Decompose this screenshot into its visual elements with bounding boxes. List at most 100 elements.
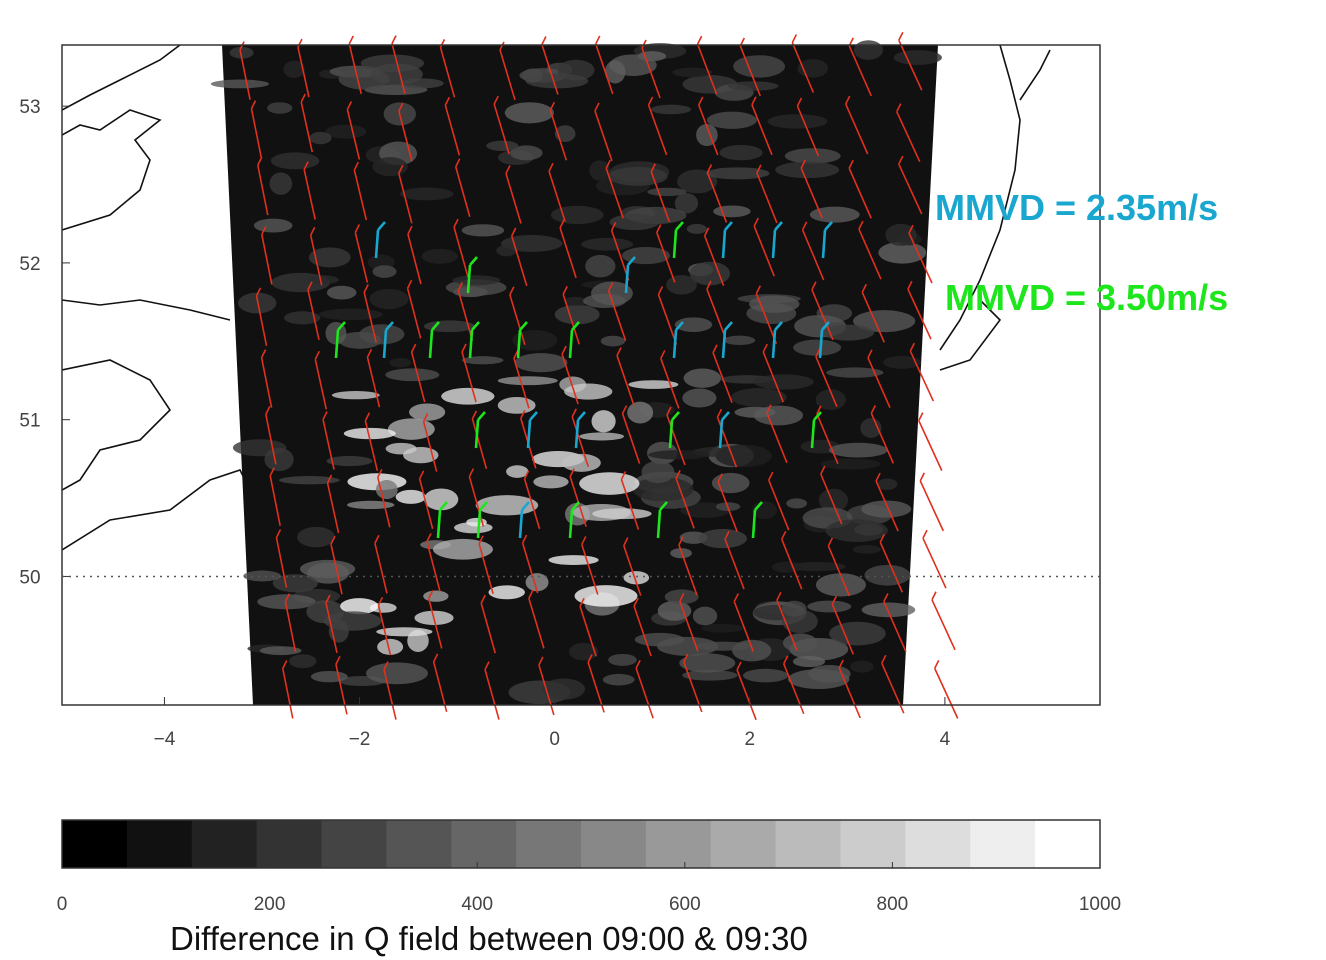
q-blotch — [600, 335, 626, 347]
q-blotch — [749, 295, 800, 313]
wind-barb — [907, 280, 932, 340]
q-blotch — [641, 460, 675, 484]
wind-barb — [314, 350, 328, 410]
wind-barb — [706, 164, 728, 223]
colorbar-frame — [61, 819, 1101, 869]
wind-barb — [410, 343, 426, 403]
q-blotch — [679, 653, 736, 673]
q-blotch — [683, 368, 722, 388]
q-blotch — [677, 169, 718, 194]
wind-barb — [398, 164, 413, 224]
wind-barb-assim — [672, 321, 684, 359]
wind-barb — [461, 343, 477, 403]
q-blotch — [753, 374, 814, 390]
wind-barb — [922, 529, 947, 589]
wind-barb — [678, 536, 698, 596]
q-blotch — [579, 432, 625, 441]
wind-barb-assim — [374, 221, 386, 259]
x-tick-label: 4 — [940, 729, 951, 750]
wind-barb — [427, 590, 443, 649]
q-blotch — [861, 500, 912, 518]
wind-barb-assim — [468, 321, 480, 359]
wind-barb — [510, 227, 528, 287]
wind-barb-assim — [516, 321, 528, 359]
q-blotch — [326, 285, 357, 300]
q-blotch — [604, 60, 626, 84]
q-blotch — [501, 235, 563, 252]
q-blotch — [781, 600, 807, 617]
q-blotch — [771, 561, 802, 573]
q-blotch — [829, 621, 886, 646]
q-blotch — [370, 63, 423, 86]
wind-barb — [325, 594, 338, 654]
q-blotch — [550, 205, 604, 225]
wind-barb-assim — [568, 501, 580, 539]
wind-barb — [348, 35, 363, 95]
q-blotch — [308, 247, 351, 268]
wind-barb-assim — [721, 321, 733, 359]
wind-barb — [620, 471, 640, 530]
q-blotch — [731, 388, 787, 407]
wind-barb — [605, 159, 624, 219]
colorbar-band — [256, 820, 322, 868]
q-blotch — [674, 317, 713, 333]
q-blotch — [510, 145, 543, 161]
q-blotch — [343, 427, 396, 440]
colorbar-band — [126, 820, 193, 868]
wind-barb — [768, 471, 790, 531]
q-blotch — [423, 590, 449, 602]
wind-barb — [303, 161, 316, 220]
q-blotch — [297, 526, 336, 548]
colorbar-band — [62, 820, 128, 868]
wind-barb — [383, 661, 397, 720]
colorbar-tick-label: 800 — [877, 894, 909, 915]
wind-barb — [733, 593, 755, 652]
colorbar-tick-label: 200 — [254, 894, 286, 915]
q-blotch — [592, 508, 652, 520]
q-blotch — [825, 519, 888, 542]
q-blotch — [579, 472, 640, 495]
q-blotch — [514, 353, 568, 373]
q-blotch — [488, 585, 525, 600]
q-blotch — [789, 561, 846, 572]
q-blotch — [283, 60, 305, 78]
wind-barb — [755, 285, 778, 344]
wind-barb-assim — [428, 321, 440, 359]
q-blotch — [395, 489, 426, 504]
wind-barb — [300, 93, 314, 153]
wind-barb — [896, 103, 921, 163]
wind-barb — [528, 590, 545, 649]
wind-barb — [820, 465, 843, 525]
q-blotch — [657, 600, 692, 621]
q-blotch — [506, 465, 529, 478]
wind-barb — [801, 221, 825, 281]
y-tick-label: 52 — [19, 254, 40, 275]
q-blotch — [686, 223, 707, 234]
wind-barb — [549, 101, 568, 161]
y-tick-label: 51 — [19, 411, 40, 432]
q-blotch — [792, 655, 826, 668]
q-blotch — [647, 187, 687, 197]
q-blotch — [818, 488, 849, 512]
x-tick-label: 0 — [549, 729, 560, 750]
q-blotch — [623, 571, 650, 585]
q-blotch — [883, 355, 922, 369]
wind-barb — [579, 597, 597, 657]
wind-barb — [471, 410, 488, 470]
q-blotch — [695, 641, 752, 651]
y-tick-label: 50 — [19, 567, 40, 588]
q-blotch — [733, 55, 786, 78]
wind-barb — [297, 38, 310, 98]
wind-barb — [468, 468, 485, 527]
wind-barb — [696, 35, 718, 95]
wind-barb — [898, 31, 923, 91]
wind-barb — [257, 156, 269, 216]
q-blotch — [359, 324, 405, 345]
wind-barb — [660, 350, 680, 409]
wind-barb — [353, 161, 368, 221]
q-blotch — [574, 585, 638, 607]
wind-barb — [269, 467, 281, 526]
annotation: MMVD = 2.35m/s — [935, 187, 1218, 228]
wind-barb — [453, 218, 469, 278]
